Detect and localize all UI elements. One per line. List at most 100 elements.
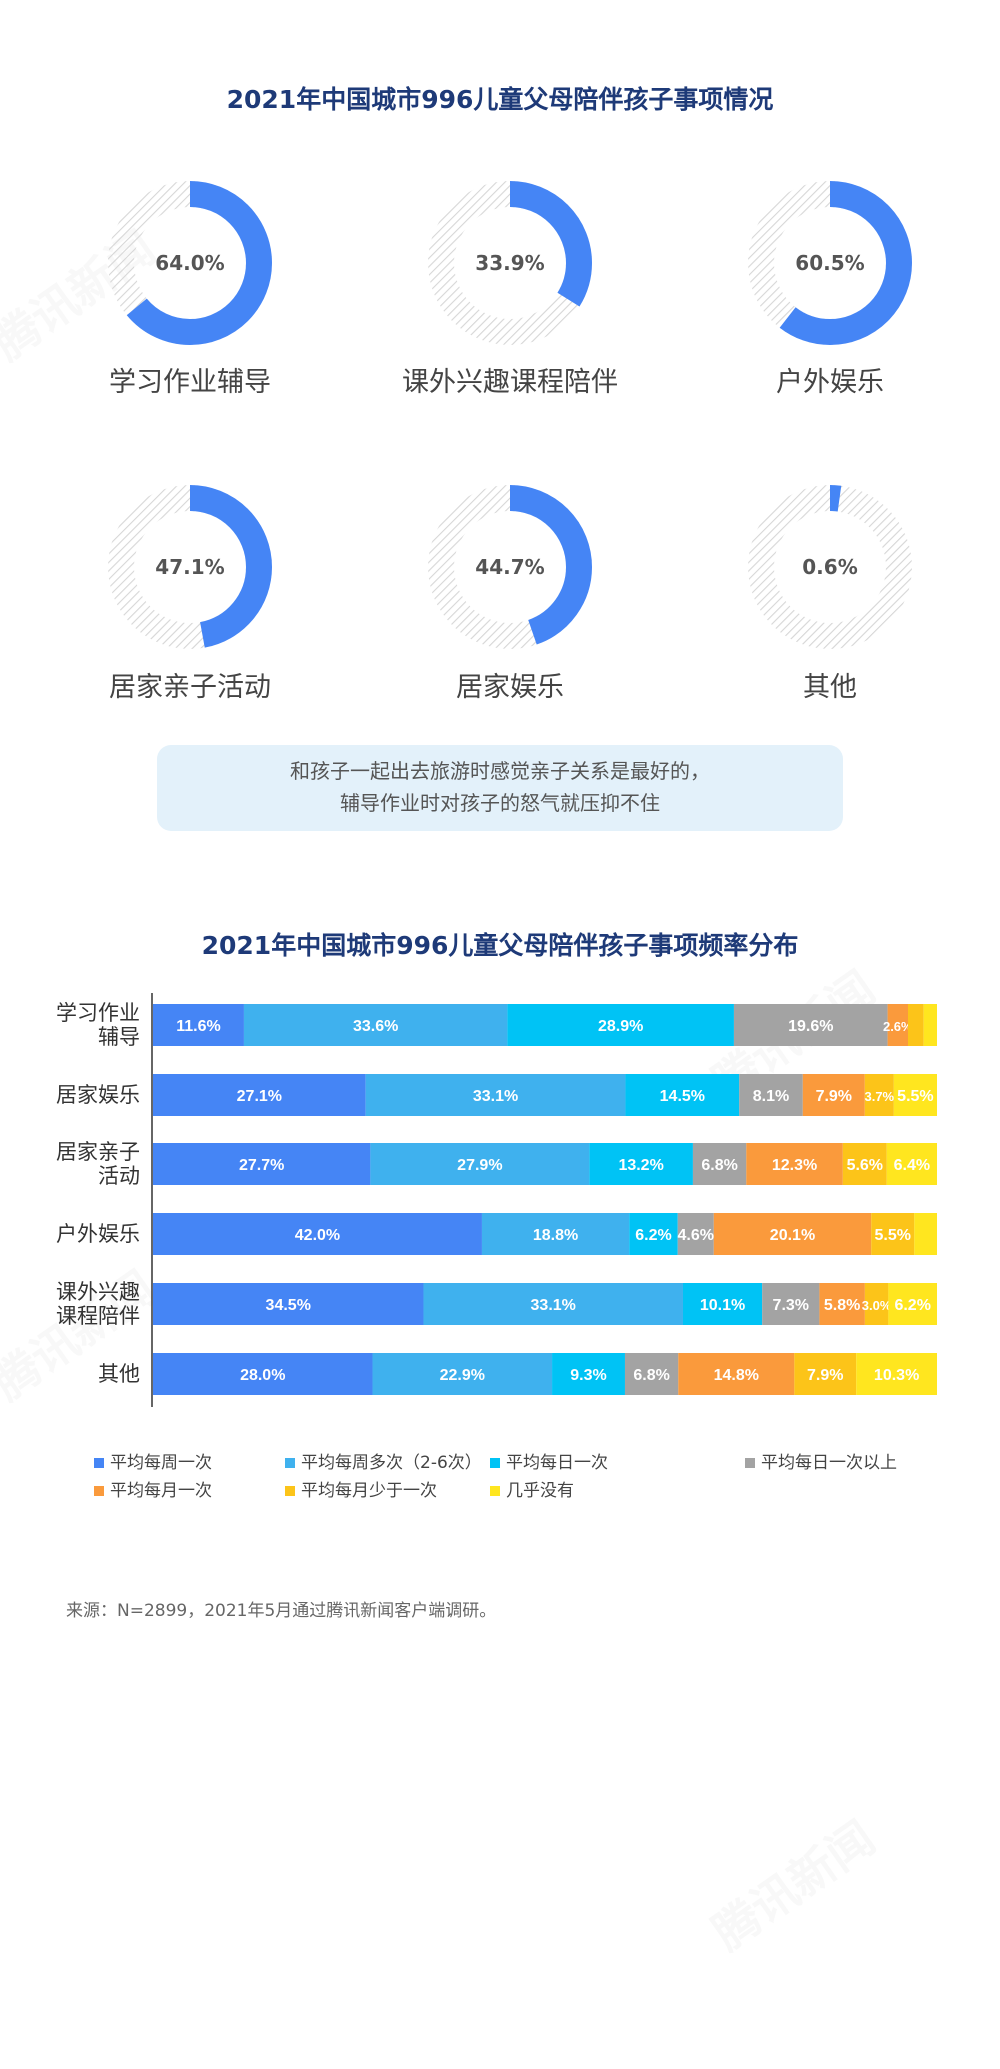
data-label: 18.8% bbox=[533, 1227, 578, 1244]
data-label: 8.1% bbox=[753, 1088, 789, 1105]
data-label: 12.3% bbox=[772, 1157, 817, 1174]
donut-chart: 64.0% bbox=[100, 173, 280, 353]
bar-segment bbox=[625, 1074, 740, 1116]
donut-label: 学习作业辅导 bbox=[109, 367, 271, 398]
data-label: 28.0% bbox=[240, 1367, 285, 1384]
legend-label: 平均每月一次 bbox=[110, 1481, 212, 1501]
legend-label: 几乎没有 bbox=[506, 1481, 574, 1501]
bar-segment bbox=[370, 1143, 590, 1185]
source-note: 来源：N=2899，2021年5月通过腾讯新闻客户端调研。 bbox=[66, 1601, 497, 1621]
bar-segment bbox=[864, 1074, 894, 1116]
bar-segment bbox=[746, 1143, 843, 1185]
bar-segment bbox=[589, 1143, 693, 1185]
bar-segment bbox=[243, 1004, 508, 1046]
donut-value: 47.1% bbox=[155, 555, 225, 579]
legend-item: 平均每周一次 bbox=[94, 1448, 212, 1473]
legend-label: 平均每日一次 bbox=[506, 1453, 608, 1473]
bar-segment bbox=[153, 1004, 244, 1046]
legend-swatch bbox=[285, 1486, 295, 1496]
data-label: 20.1% bbox=[770, 1227, 815, 1244]
legend-item: 平均每月少于一次 bbox=[285, 1476, 437, 1501]
legend-item: 平均每日一次以上 bbox=[745, 1448, 897, 1473]
data-label: 5.6% bbox=[847, 1157, 883, 1174]
donut-label: 居家亲子活动 bbox=[109, 672, 271, 703]
bar-segment bbox=[914, 1213, 937, 1255]
bar-segment bbox=[871, 1213, 915, 1255]
callout-line: 辅导作业时对孩子的怒气就压抑不住 bbox=[340, 791, 660, 815]
data-label: 28.9% bbox=[598, 1018, 643, 1035]
bar-segment bbox=[678, 1353, 795, 1395]
bar-segment bbox=[552, 1353, 625, 1395]
data-label: 5.8% bbox=[824, 1297, 860, 1314]
category-label: 居家娱乐 bbox=[56, 1083, 140, 1107]
donut-value: 64.0% bbox=[155, 251, 225, 275]
donut-label: 户外娱乐 bbox=[776, 367, 884, 398]
legend-item: 平均每日一次 bbox=[490, 1448, 608, 1473]
bar-segment bbox=[153, 1353, 373, 1395]
bar-segment bbox=[372, 1353, 553, 1395]
bar-segment bbox=[907, 1004, 924, 1046]
donut-arc bbox=[748, 485, 912, 649]
bar-segment bbox=[423, 1283, 683, 1325]
donut-chart: 0.6% bbox=[740, 477, 920, 657]
bar-segment bbox=[888, 1283, 937, 1325]
data-label: 6.8% bbox=[701, 1157, 737, 1174]
category-label: 其他 bbox=[98, 1362, 140, 1386]
donut-value: 0.6% bbox=[802, 555, 858, 579]
bar-segment bbox=[153, 1074, 366, 1116]
data-label: 7.3% bbox=[773, 1297, 809, 1314]
bar-segment bbox=[739, 1074, 803, 1116]
bar-segment bbox=[819, 1283, 865, 1325]
data-label: 5.5% bbox=[897, 1088, 933, 1105]
bar-segment bbox=[153, 1213, 482, 1255]
data-label: 33.1% bbox=[473, 1088, 518, 1105]
donut-value: 60.5% bbox=[795, 251, 865, 275]
donut-chart: 47.1% bbox=[100, 477, 280, 657]
donut-arc bbox=[428, 485, 592, 649]
legend-label: 平均每周多次（2-6次） bbox=[301, 1453, 482, 1473]
donut-value: 33.9% bbox=[475, 251, 545, 275]
bar-segment bbox=[864, 1283, 889, 1325]
data-label: 3.7% bbox=[864, 1089, 894, 1104]
legend-item: 几乎没有 bbox=[490, 1476, 574, 1501]
donut-chart: 33.9% bbox=[420, 173, 600, 353]
bar-segment bbox=[365, 1074, 626, 1116]
bar-segment bbox=[481, 1213, 630, 1255]
bar-segment bbox=[677, 1213, 714, 1255]
bar-segment bbox=[856, 1353, 937, 1395]
bar-segment bbox=[887, 1004, 908, 1046]
data-label: 34.5% bbox=[266, 1297, 311, 1314]
legend-swatch bbox=[94, 1486, 104, 1496]
bar-segment bbox=[762, 1283, 820, 1325]
category-label: 学习作业辅导 bbox=[56, 1001, 140, 1049]
bar-segment bbox=[624, 1353, 679, 1395]
data-label: 10.3% bbox=[874, 1367, 919, 1384]
donut-arc bbox=[428, 181, 592, 345]
donut-label: 其他 bbox=[803, 672, 857, 703]
legend-label: 平均每周一次 bbox=[110, 1453, 212, 1473]
legend-item: 平均每周多次（2-6次） bbox=[285, 1448, 482, 1473]
data-label: 27.7% bbox=[239, 1157, 284, 1174]
data-label: 6.2% bbox=[894, 1297, 930, 1314]
legend-item: 平均每月一次 bbox=[94, 1476, 212, 1501]
stacked-bar-chart: 学习作业辅导 11.6% 33.6% 28.9% 19.6% 2.6% 居家娱乐 27.1% 3… bbox=[56, 993, 937, 1407]
legend-swatch bbox=[490, 1486, 500, 1496]
bar-segment bbox=[682, 1283, 763, 1325]
donut-chart: 44.7% bbox=[420, 477, 600, 657]
bar-segment bbox=[692, 1143, 747, 1185]
data-label: 5.5% bbox=[875, 1227, 911, 1244]
bar-segment bbox=[153, 1283, 424, 1325]
donut-arc bbox=[108, 181, 272, 345]
legend-label: 平均每日一次以上 bbox=[761, 1453, 897, 1473]
data-label: 22.9% bbox=[440, 1367, 485, 1384]
data-label: 7.9% bbox=[807, 1367, 843, 1384]
data-label: 6.4% bbox=[894, 1157, 930, 1174]
data-label: 6.8% bbox=[633, 1367, 669, 1384]
bar-segment bbox=[794, 1353, 857, 1395]
legend-label: 平均每月少于一次 bbox=[301, 1481, 437, 1501]
donut-label: 课外兴趣课程陪伴 bbox=[402, 367, 618, 398]
data-label: 14.8% bbox=[714, 1367, 759, 1384]
donut-arc bbox=[748, 181, 912, 345]
legend-swatch bbox=[490, 1458, 500, 1468]
watermark: 腾讯新闻 bbox=[702, 1810, 885, 1961]
